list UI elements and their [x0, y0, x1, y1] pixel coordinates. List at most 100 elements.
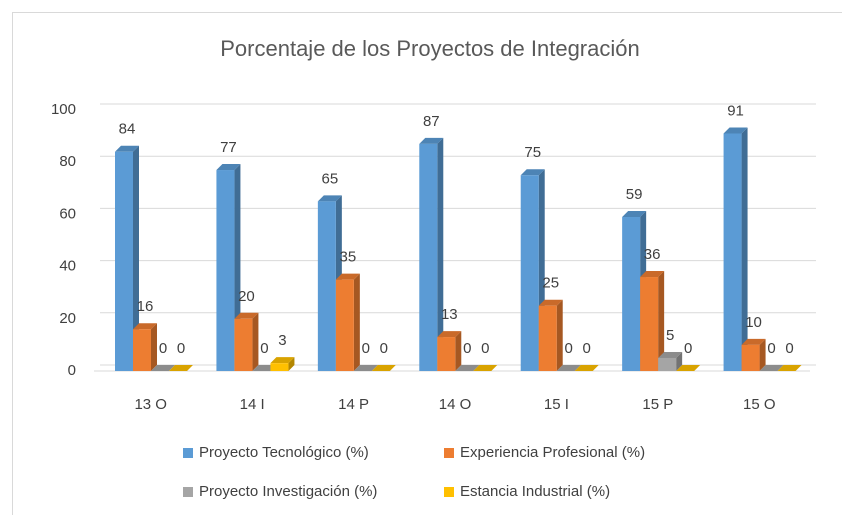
data-label: 3: [278, 332, 286, 349]
bar: [676, 365, 701, 371]
bar-side: [437, 137, 444, 371]
bar-front: [520, 175, 539, 371]
data-label: 0: [159, 340, 167, 357]
data-label: 10: [745, 314, 762, 331]
data-label: 75: [524, 144, 541, 161]
bar-top: [419, 137, 444, 144]
bar: [419, 137, 444, 371]
bar-front: [658, 357, 677, 371]
data-label: 0: [684, 340, 692, 357]
data-label: 16: [137, 298, 154, 315]
bar-top: [759, 365, 784, 371]
bar-side: [353, 273, 360, 371]
bar-front: [133, 329, 151, 371]
data-label: 0: [785, 340, 793, 357]
legend-swatch: [444, 487, 454, 497]
bar-side: [455, 331, 462, 371]
bar-top: [658, 351, 683, 358]
bar: [353, 365, 378, 371]
bar-top: [520, 169, 545, 176]
bar-front: [115, 151, 133, 371]
data-label: 77: [220, 139, 237, 156]
legend-label: Experiencia Profesional (%): [460, 444, 645, 461]
data-label: 13: [441, 306, 458, 323]
data-label: 87: [423, 113, 440, 130]
x-tick-label: 14 I: [240, 396, 265, 413]
bar: [538, 299, 563, 371]
x-tick-label: 13 O: [134, 396, 167, 413]
bar-front: [640, 277, 659, 371]
bar-top: [676, 365, 701, 371]
bar-top: [556, 365, 581, 371]
chart-border: [12, 12, 842, 515]
bar: [270, 357, 295, 371]
bar-front: [419, 143, 438, 371]
bar-top: [574, 365, 599, 371]
bar-side: [658, 271, 665, 371]
bar-top: [640, 271, 665, 278]
bar-side: [288, 357, 295, 371]
bar: [151, 365, 175, 371]
bar-front: [538, 305, 557, 371]
bar-front: [741, 344, 760, 371]
bar: [759, 365, 784, 371]
bar: [723, 127, 748, 372]
x-tick-label: 15 P: [642, 396, 673, 413]
data-label: 0: [463, 340, 471, 357]
bar-top: [234, 312, 259, 319]
bar-top: [723, 127, 748, 134]
y-tick-label: 80: [59, 153, 76, 170]
bar-top: [151, 365, 175, 371]
data-label: 0: [565, 340, 573, 357]
bar-front: [335, 279, 354, 371]
bar-top: [169, 365, 193, 371]
bar-top: [473, 365, 498, 371]
bar: [640, 271, 665, 371]
bar-top: [741, 338, 766, 345]
bar-front: [622, 217, 641, 371]
bar-top: [133, 323, 157, 330]
data-label: 36: [644, 246, 661, 263]
bar-top: [335, 273, 360, 280]
data-label: 0: [260, 340, 268, 357]
bar: [133, 323, 157, 371]
y-tick-label: 0: [68, 362, 76, 379]
data-label: 59: [626, 186, 643, 203]
data-label: 0: [177, 340, 185, 357]
bar-front: [317, 201, 336, 371]
data-label: 25: [542, 275, 559, 292]
bar-side: [556, 299, 563, 371]
x-tick-label: 15 O: [743, 396, 776, 413]
bar-side: [676, 351, 683, 371]
bar: [473, 365, 498, 371]
bar-front: [234, 318, 253, 371]
bar: [371, 365, 396, 371]
bar: [169, 365, 193, 371]
bar-top: [437, 331, 462, 338]
bar-top: [455, 365, 480, 371]
bar-side: [151, 323, 157, 371]
bar-front: [270, 363, 289, 371]
data-label: 0: [583, 340, 591, 357]
bar-front: [723, 133, 742, 371]
bar: [115, 145, 139, 371]
data-label: 0: [481, 340, 489, 357]
bar-top: [622, 211, 647, 218]
legend-swatch: [444, 448, 454, 458]
bar-top: [371, 365, 396, 371]
y-tick-label: 40: [59, 258, 76, 275]
x-tick-label: 14 O: [439, 396, 472, 413]
bar-top: [115, 145, 139, 152]
bar-top: [216, 164, 241, 171]
bar-top: [538, 299, 563, 306]
legend-swatch: [183, 448, 193, 458]
y-tick-label: 100: [51, 101, 76, 118]
bar: [335, 273, 360, 371]
bar: [574, 365, 599, 371]
bar-top: [270, 357, 295, 364]
bar: [556, 365, 581, 371]
data-label: 0: [362, 340, 370, 357]
bar-top: [353, 365, 378, 371]
bar-side: [759, 338, 766, 371]
